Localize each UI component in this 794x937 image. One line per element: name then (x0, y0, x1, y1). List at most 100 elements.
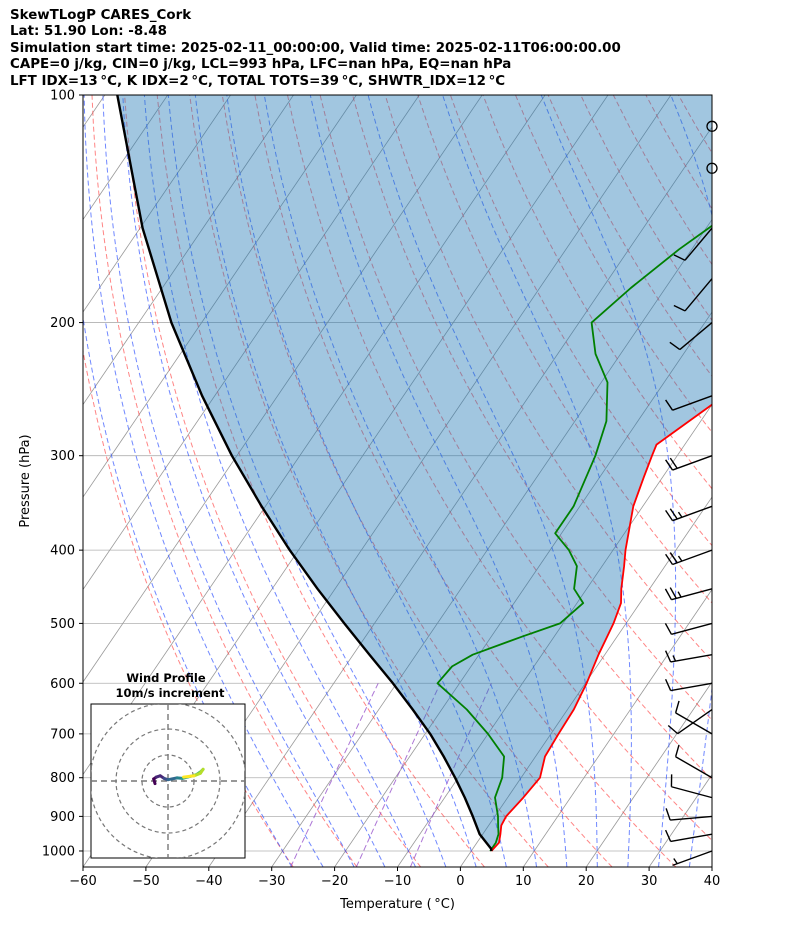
wind-barb-full-flag (664, 650, 672, 663)
moist-adiabat-line (143, 95, 416, 867)
isotherm-line (208, 126, 712, 867)
wind-barb (665, 808, 713, 821)
wind-barb-full-flag (673, 254, 686, 261)
x-axis-label: Temperature ( °C) (339, 897, 455, 912)
y-tick-label: 400 (50, 544, 75, 559)
x-tick-label: 40 (704, 874, 721, 889)
y-tick-label: 700 (50, 727, 75, 742)
wind-barb-full-flag (674, 744, 680, 757)
chart-title: SkewTLogP CARES_Cork (10, 8, 192, 23)
x-tick-label: −30 (258, 874, 285, 889)
dry-adiabat-line (91, 95, 358, 867)
y-tick-label: 100 (50, 89, 75, 104)
wind-barb (673, 227, 713, 261)
isotherm-line (271, 218, 712, 867)
wind-barb-full-flag (667, 724, 679, 735)
wind-barb-full-flag (669, 508, 678, 520)
dry-adiabat-line (83, 348, 294, 867)
wind-barb-full-flag (665, 510, 674, 522)
wind-barb-staff (675, 712, 713, 735)
wind-barb-staff (671, 588, 713, 601)
temperature-line (490, 403, 712, 852)
isotherm-line (83, 95, 357, 498)
wind-barb-staff (671, 786, 713, 799)
wind-barb (670, 774, 713, 799)
wind-barb (664, 587, 713, 601)
wind-barb (673, 278, 713, 312)
wind-barb-staff (671, 622, 713, 635)
wind-barb (669, 322, 713, 351)
chart-title-block: SkewTLogP CARES_Cork Lat: 51.90 Lon: -8.… (10, 8, 621, 90)
wind-barb-staff (670, 682, 713, 692)
x-tick-label: −40 (195, 874, 222, 889)
dry-adiabat-line (221, 95, 613, 867)
y-axis-label: Pressure (hPa) (18, 434, 33, 527)
wind-barb-full-flag (673, 304, 686, 312)
wind-barb-staff (672, 455, 713, 471)
moist-adiabat-line (83, 95, 324, 867)
moist-adiabat-line (194, 95, 477, 867)
dry-adiabat-line (189, 95, 549, 867)
wind-barb (674, 700, 713, 735)
moist-adiabat-line (720, 95, 794, 867)
x-tick-label: 10 (515, 874, 532, 889)
x-tick-label: 20 (578, 874, 595, 889)
wind-barb (664, 650, 713, 663)
dry-adiabat-line (384, 95, 712, 662)
wind-barb-staff (672, 505, 713, 522)
wind-barb (674, 744, 713, 779)
location-line: Lat: 51.90 Lon: -8.48 (10, 24, 167, 40)
y-tick-label: 600 (50, 677, 75, 692)
wind-barb (665, 505, 713, 522)
y-tick-label: 500 (50, 617, 75, 632)
y-tick-label: 800 (50, 771, 75, 786)
y-tick-label: 300 (50, 449, 75, 464)
inset-title: Wind Profile (126, 671, 206, 685)
dry-adiabat-line (319, 95, 712, 781)
wind-barb-full-flag (669, 587, 677, 599)
wind-barb-staff (672, 395, 713, 411)
x-tick-label: −20 (321, 874, 348, 889)
dry-adiabat-line (254, 95, 677, 867)
wind-barb-staff (670, 833, 713, 843)
hodograph-plot (91, 704, 245, 858)
dewpoint-line (436, 224, 712, 852)
wind-barb-full-flag (664, 588, 673, 601)
wind-barb-full-flag (665, 399, 674, 411)
dry-adiabat-line (287, 95, 712, 842)
wind-barb-full-flag (664, 829, 672, 842)
wind-barb (665, 549, 713, 566)
y-tick-label: 200 (50, 316, 75, 331)
y-tick-label: 1000 (42, 844, 75, 859)
isotherm-line (460, 496, 712, 867)
wind-barb-full-flag (669, 552, 678, 564)
isotherm-line (83, 95, 294, 406)
inset-subtitle: 10m/s increment (116, 686, 225, 700)
wind-barb-full-flag (669, 457, 678, 469)
x-tick-label: 0 (456, 874, 464, 889)
moist-adiabat-line (102, 95, 355, 867)
wind-barb-full-flag (669, 341, 681, 351)
wind-barb-half-flag (673, 858, 678, 865)
wind-barb-full-flag (665, 459, 674, 471)
wind-barb-staff (670, 815, 713, 821)
wind-barb-staff (672, 549, 713, 566)
wind-barb (672, 850, 713, 867)
isotherm-line (83, 95, 483, 683)
cape-line: CAPE=0 j/kg, CIN=0 j/kg, LCL=993 hPa, LF… (10, 57, 512, 73)
wind-barb (665, 395, 713, 411)
isotherm-line (83, 95, 420, 591)
isotherm-line (522, 588, 712, 867)
moist-adiabat-line (122, 95, 386, 867)
dry-adiabat-line (417, 95, 712, 604)
moist-adiabat-line (309, 95, 568, 867)
hodograph-segment (182, 774, 196, 779)
wind-barb-full-flag (665, 808, 671, 821)
isotherm-line (334, 311, 712, 867)
x-tick-label: −10 (384, 874, 411, 889)
wind-barb (667, 708, 713, 735)
parcel-path-line (116, 95, 493, 852)
wind-barb-staff (677, 708, 713, 735)
wind-barb-half-flag (677, 511, 683, 518)
